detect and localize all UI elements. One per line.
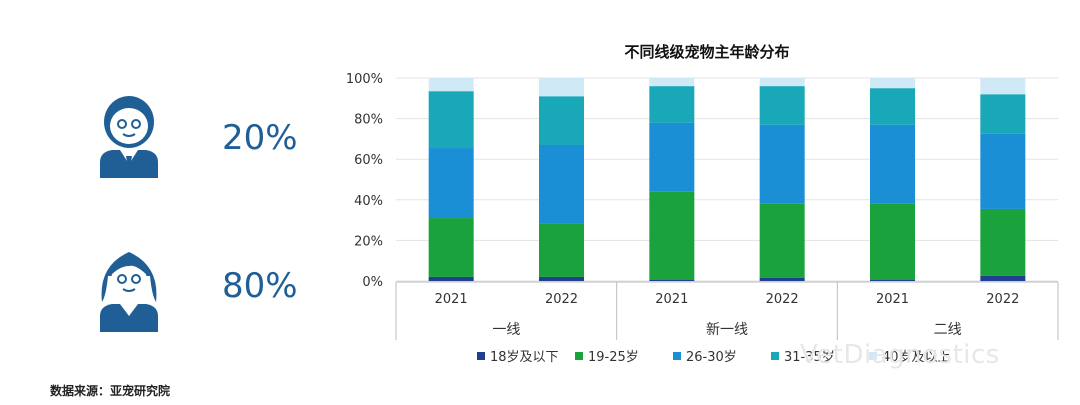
bar-segment bbox=[428, 218, 474, 277]
bar-segment bbox=[539, 78, 584, 97]
x-tick-label: 2022 bbox=[986, 292, 1019, 307]
bar-segment bbox=[539, 144, 584, 224]
legend-label: 40岁及以上 bbox=[882, 350, 951, 365]
bar-segment bbox=[649, 191, 695, 280]
bar-segment bbox=[980, 94, 1026, 134]
bar-segment bbox=[759, 86, 805, 125]
x-tick-label: 2021 bbox=[435, 292, 468, 307]
bar-segment bbox=[870, 279, 915, 281]
x-tick-label: 2022 bbox=[766, 292, 799, 307]
legend-swatch bbox=[477, 352, 485, 360]
bar-segment bbox=[759, 277, 805, 281]
bar-segment bbox=[980, 78, 1026, 95]
legend-swatch bbox=[575, 352, 583, 360]
male-percent: 20% bbox=[222, 118, 298, 158]
bar-segment bbox=[649, 78, 695, 87]
y-tick-label: 20% bbox=[354, 234, 383, 249]
bar-segment bbox=[759, 78, 805, 87]
bar-segment bbox=[870, 124, 915, 204]
source-note: 数据来源：亚宠研究院 bbox=[50, 384, 171, 398]
bar-segment bbox=[649, 122, 695, 192]
bar-segment bbox=[428, 91, 474, 149]
legend-label: 18岁及以下 bbox=[490, 350, 559, 365]
x-axis: 2021 2022 2021 2022 2021 2022 一线 新一线 二线 bbox=[395, 281, 1059, 340]
group-label: 一线 bbox=[492, 322, 520, 338]
bar-segment bbox=[428, 276, 474, 281]
legend-label: 19-25岁 bbox=[588, 350, 639, 365]
bar-segment bbox=[870, 88, 915, 125]
x-tick-label: 2021 bbox=[655, 292, 688, 307]
y-axis: 0% 20% 40% 60% 80% 100% bbox=[346, 72, 383, 290]
man-avatar-icon bbox=[100, 96, 158, 178]
bar-segment bbox=[539, 96, 584, 145]
legend-swatch bbox=[869, 352, 877, 360]
y-tick-label: 100% bbox=[346, 72, 383, 87]
x-tick-label: 2022 bbox=[545, 292, 578, 307]
group-label: 二线 bbox=[934, 322, 962, 338]
bar-segment bbox=[759, 124, 805, 204]
legend-label: 31-35岁 bbox=[784, 350, 835, 365]
bar-segment bbox=[539, 223, 584, 277]
bar-segment bbox=[980, 208, 1026, 276]
bar-segment bbox=[428, 78, 474, 92]
group-label: 新一线 bbox=[706, 322, 748, 338]
bar-segment bbox=[980, 133, 1026, 209]
x-tick-label: 2021 bbox=[876, 292, 909, 307]
bar-segment bbox=[539, 276, 584, 281]
gridlines bbox=[396, 77, 1058, 282]
watermark: VetDiagnostics bbox=[800, 340, 1000, 370]
bars bbox=[428, 78, 1026, 281]
bar-segment bbox=[428, 148, 474, 219]
y-tick-label: 80% bbox=[354, 113, 383, 128]
bar-segment bbox=[759, 203, 805, 278]
y-tick-label: 40% bbox=[354, 194, 383, 209]
y-tick-label: 0% bbox=[362, 275, 383, 290]
woman-avatar-icon bbox=[100, 252, 158, 332]
chart-title: 不同线级宠物主年龄分布 bbox=[624, 43, 789, 61]
y-tick-label: 60% bbox=[354, 153, 383, 168]
legend-swatch bbox=[771, 352, 779, 360]
legend-swatch bbox=[673, 352, 681, 360]
legend-label: 26-30岁 bbox=[686, 350, 737, 365]
bar-segment bbox=[649, 279, 695, 281]
female-percent: 80% bbox=[222, 266, 298, 306]
bar-segment bbox=[649, 86, 695, 123]
bar-segment bbox=[870, 78, 915, 89]
bar-segment bbox=[980, 275, 1026, 281]
bar-segment bbox=[870, 203, 915, 280]
legend: 18岁及以下 19-25岁 26-30岁 31-35岁 40岁及以上 bbox=[477, 350, 951, 365]
